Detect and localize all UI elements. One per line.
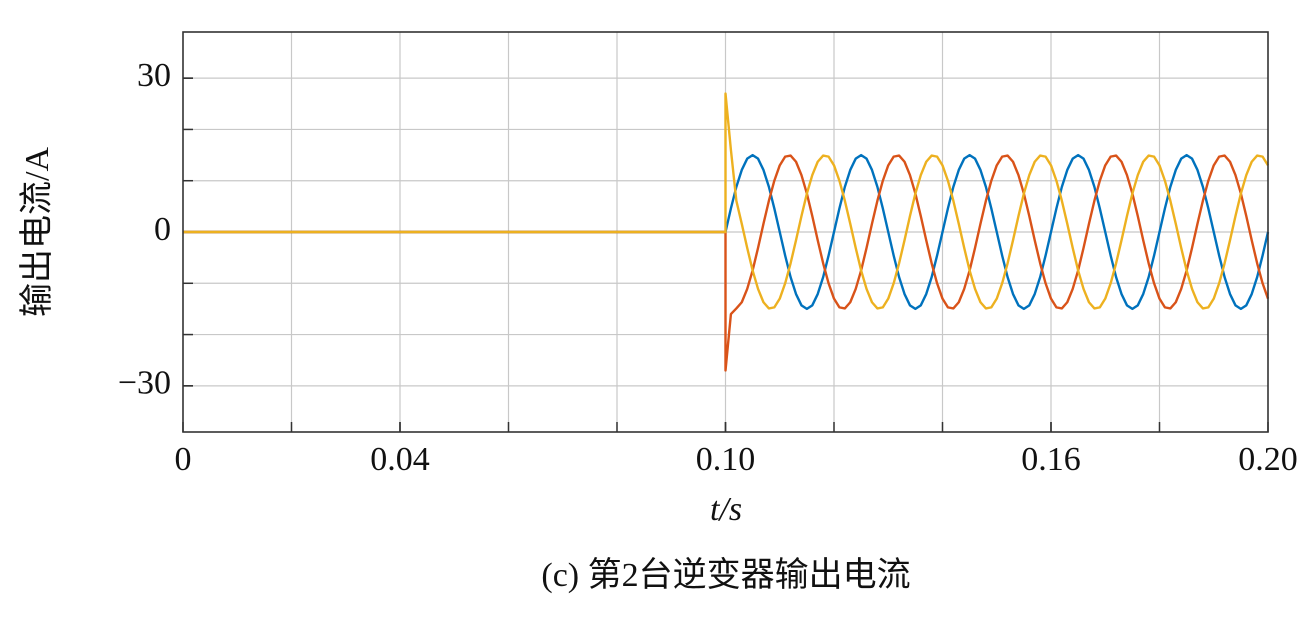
x-axis-label: t/s bbox=[710, 491, 742, 528]
y-tick-label: 0 bbox=[154, 211, 171, 248]
x-tick-label: 0.16 bbox=[1021, 441, 1081, 478]
x-tick-label: 0.20 bbox=[1238, 441, 1298, 478]
y-tick-label: 30 bbox=[137, 57, 171, 94]
y-axis-label: 输出电流/A bbox=[18, 147, 56, 317]
y-tick-label: −30 bbox=[118, 365, 171, 402]
plot-frame bbox=[182, 31, 1269, 433]
x-tick-label: 0.04 bbox=[370, 441, 430, 478]
series-line bbox=[183, 153, 1270, 311]
x-tick-label: 0 bbox=[175, 441, 192, 478]
x-tick-label: 0.10 bbox=[696, 441, 756, 478]
series-line bbox=[183, 92, 1270, 310]
caption: (c) 第2台逆变器输出电流 bbox=[541, 556, 910, 594]
